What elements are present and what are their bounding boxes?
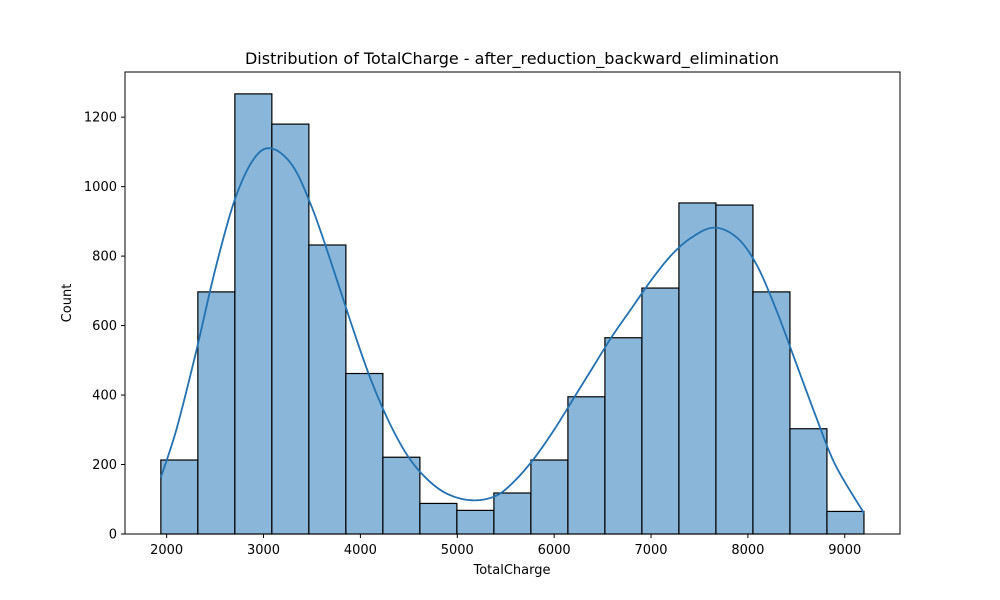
histogram-bar: [789, 428, 828, 535]
x-tick-label: 3000: [247, 543, 280, 558]
x-tick-label: 9000: [828, 543, 861, 558]
histogram-bar: [160, 459, 199, 535]
y-tick-label: 1000: [84, 180, 117, 195]
y-tick-label: 400: [92, 389, 117, 404]
histogram-bar: [419, 502, 458, 535]
kde-curve: [159, 147, 865, 514]
y-tick-label: 1200: [84, 111, 117, 126]
x-tick-label: 4000: [344, 543, 377, 558]
x-tick-label: 2000: [150, 543, 183, 558]
histogram-bar: [382, 456, 421, 535]
histogram-bar: [197, 291, 236, 535]
y-axis-label: Count: [60, 284, 75, 323]
x-axis-ticks: 2000 3000 4000 5000 6000 7000 8000 9000: [150, 534, 861, 558]
histogram-bars: [160, 93, 865, 535]
histogram-bar: [641, 287, 680, 535]
y-tick-label: 800: [92, 250, 117, 265]
kde-curve-group: [159, 147, 865, 514]
x-tick-label: 5000: [441, 543, 474, 558]
histogram-bar: [752, 291, 791, 535]
y-tick-label: 0: [109, 528, 117, 543]
chart-title: Distribution of TotalCharge - after_redu…: [245, 49, 779, 69]
histogram-bar: [715, 204, 754, 535]
x-tick-label: 8000: [731, 543, 764, 558]
y-tick-label: 600: [92, 319, 117, 334]
histogram-bar: [567, 396, 606, 535]
histogram-bar: [271, 123, 310, 535]
y-axis-ticks: 0 200 400 600 800 1000 1200: [84, 111, 125, 543]
histogram-bar: [604, 337, 643, 535]
histogram-bar: [345, 372, 384, 535]
x-tick-label: 7000: [634, 543, 667, 558]
histogram-bar: [530, 459, 569, 535]
plot-area-frame: [124, 71, 901, 535]
histogram-bar: [826, 510, 865, 535]
histogram-bar: [234, 93, 273, 535]
x-axis-label: TotalCharge: [472, 563, 550, 578]
histogram-bar: [456, 509, 495, 535]
histogram-bar: [308, 244, 347, 535]
histogram-bar: [678, 202, 717, 535]
x-tick-label: 6000: [538, 543, 571, 558]
histogram-bar: [493, 492, 532, 535]
y-tick-label: 200: [92, 458, 117, 473]
